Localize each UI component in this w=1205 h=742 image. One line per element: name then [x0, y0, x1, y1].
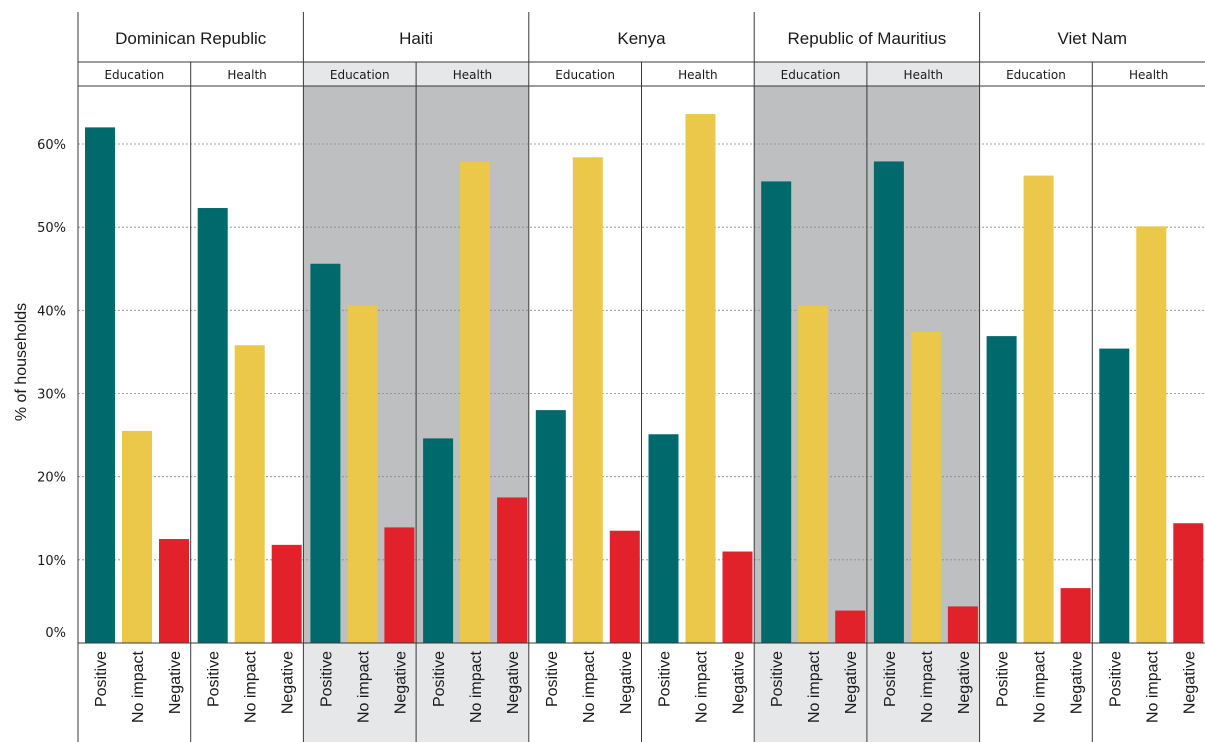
category-label: Negative	[731, 651, 748, 714]
category-label: No impact	[1144, 650, 1161, 723]
category-label: Negative	[167, 651, 184, 714]
bar-haiti-education-no-impact	[347, 305, 378, 643]
sector-label-dominican-republic-health: Health	[227, 68, 266, 82]
category-label: Negative	[1069, 651, 1086, 714]
country-label-kenya: Kenya	[617, 29, 666, 48]
category-label: No impact	[243, 650, 260, 723]
bar-dominican-republic-health-negative	[271, 544, 302, 643]
sector-label-viet-nam-health: Health	[1129, 68, 1168, 82]
category-label: Positive	[544, 651, 561, 707]
bar-dominican-republic-health-positive	[197, 208, 228, 643]
bar-dominican-republic-education-negative	[159, 539, 189, 643]
category-label: Positive	[995, 651, 1012, 707]
y-tick-label: 40%	[37, 304, 66, 319]
sector-label-haiti-health: Health	[453, 68, 492, 82]
sector-label-haiti-education: Education	[330, 68, 390, 82]
bar-haiti-health-no-impact	[460, 161, 491, 643]
bar-viet-nam-health-negative	[1173, 523, 1204, 643]
category-label: Positive	[206, 651, 223, 707]
y-tick-label: 30%	[37, 388, 66, 403]
y-tick-label: 20%	[37, 471, 66, 486]
category-label: Negative	[1181, 651, 1198, 714]
category-label: No impact	[806, 650, 823, 723]
bar-kenya-education-no-impact	[572, 157, 603, 643]
sector-label-kenya-health: Health	[678, 68, 717, 82]
sector-label-republic-of-mauritius-education: Education	[781, 68, 841, 82]
bar-republic-of-mauritius-education-no-impact	[798, 305, 829, 643]
bar-republic-of-mauritius-education-negative	[835, 610, 866, 643]
category-label: No impact	[694, 650, 711, 723]
y-axis-title: % of households	[13, 303, 30, 421]
bar-viet-nam-health-positive	[1099, 348, 1130, 643]
bar-republic-of-mauritius-health-negative	[947, 606, 978, 643]
bar-dominican-republic-health-no-impact	[234, 345, 265, 643]
category-label: Negative	[280, 651, 297, 714]
bar-viet-nam-education-positive	[986, 336, 1017, 643]
country-label-dominican-republic: Dominican Republic	[115, 29, 267, 48]
bar-dominican-republic-education-no-impact	[122, 430, 152, 643]
category-label: Negative	[618, 651, 635, 714]
category-label: Negative	[956, 651, 973, 714]
category-label: No impact	[355, 650, 372, 723]
category-label: No impact	[581, 650, 598, 723]
category-label: No impact	[1032, 650, 1049, 723]
bar-kenya-education-positive	[535, 410, 566, 643]
category-label: Positive	[882, 651, 899, 707]
category-label: Positive	[769, 651, 786, 707]
bar-kenya-health-negative	[722, 551, 753, 643]
category-label: No impact	[130, 650, 147, 723]
category-label: No impact	[468, 650, 485, 723]
bar-viet-nam-education-no-impact	[1023, 175, 1054, 643]
category-label: Positive	[318, 651, 335, 707]
bar-dominican-republic-education-positive	[85, 127, 115, 643]
sector-label-republic-of-mauritius-health: Health	[904, 68, 943, 82]
bar-haiti-health-positive	[423, 438, 454, 643]
bar-haiti-education-negative	[384, 527, 415, 643]
y-tick-label: 60%	[37, 138, 66, 153]
bar-republic-of-mauritius-education-positive	[761, 181, 792, 644]
country-label-viet-nam: Viet Nam	[1057, 29, 1127, 48]
sector-label-kenya-education: Education	[555, 68, 615, 82]
category-label: Positive	[431, 651, 448, 707]
country-label-haiti: Haiti	[399, 29, 433, 48]
bar-haiti-education-positive	[310, 263, 341, 643]
bar-republic-of-mauritius-health-positive	[873, 161, 904, 643]
bar-kenya-education-negative	[609, 530, 640, 643]
country-label-republic-of-mauritius: Republic of Mauritius	[788, 29, 947, 48]
category-label: Positive	[93, 651, 110, 707]
y-tick-label: 0%	[45, 626, 66, 641]
category-label: Negative	[843, 651, 860, 714]
bar-haiti-health-negative	[497, 497, 528, 643]
sector-label-viet-nam-education: Education	[1006, 68, 1066, 82]
bar-viet-nam-health-no-impact	[1136, 226, 1167, 643]
category-label: Negative	[392, 651, 409, 714]
sector-label-dominican-republic-education: Education	[104, 68, 164, 82]
bar-kenya-health-no-impact	[685, 114, 716, 643]
bar-republic-of-mauritius-health-no-impact	[910, 331, 941, 643]
category-label: Negative	[505, 651, 522, 714]
category-label: Positive	[657, 651, 674, 707]
bar-kenya-health-positive	[648, 434, 679, 643]
y-tick-label: 50%	[37, 221, 66, 236]
category-label: No impact	[919, 650, 936, 723]
bar-viet-nam-education-negative	[1060, 588, 1091, 643]
y-tick-label: 10%	[37, 554, 66, 569]
category-label: Positive	[1107, 651, 1124, 707]
